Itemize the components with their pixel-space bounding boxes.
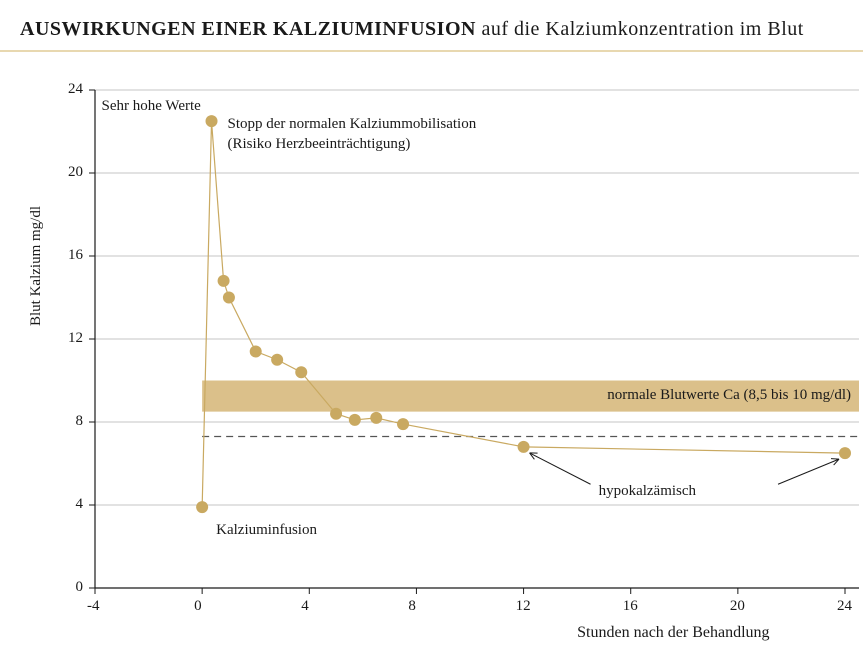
- chart-svg: [0, 66, 863, 661]
- x-tick-label: 20: [730, 598, 745, 615]
- annotation-infusion: Kalziuminfusion: [216, 521, 317, 541]
- y-tick-label: 24: [68, 81, 83, 98]
- normal-band-label: normale Blutwerte Ca (8,5 bis 10 mg/dl): [607, 387, 851, 404]
- annotation-stopp-line2: (Risiko Herzbeeinträchtigung): [228, 136, 411, 152]
- x-tick-label: 16: [623, 598, 638, 615]
- chart-title-rest: auf die Kalziumkonzentration im Blut: [476, 18, 804, 40]
- x-tick-label: 8: [408, 598, 416, 615]
- y-tick-label: 0: [76, 579, 84, 596]
- annotation-stopp-line1: Stopp der normalen Kalziummobilisation: [228, 116, 477, 132]
- title-rule: [0, 50, 863, 52]
- x-tick-label: -4: [87, 598, 100, 615]
- x-tick-label: 12: [516, 598, 531, 615]
- y-tick-label: 12: [68, 330, 83, 347]
- annotation-sehr-hohe: Sehr hohe Werte: [102, 97, 201, 117]
- y-tick-label: 4: [76, 496, 84, 513]
- calcium-chart: Blut Kalzium mg/dl Stunden nach der Beha…: [0, 66, 863, 661]
- y-tick-label: 20: [68, 164, 83, 181]
- annotation-hypokalzaemisch: hypokalzämisch: [599, 482, 696, 502]
- x-tick-label: 4: [301, 598, 309, 615]
- x-tick-label: 0: [194, 598, 202, 615]
- y-tick-label: 16: [68, 247, 83, 264]
- x-axis-label: Stunden nach der Behandlung: [577, 624, 769, 642]
- chart-title: AUSWIRKUNGEN EINER KALZIUMINFUSION auf d…: [20, 18, 804, 41]
- annotation-stopp: Stopp der normalen Kalziummobilisation (…: [228, 115, 477, 154]
- y-tick-label: 8: [76, 413, 84, 430]
- chart-title-bold: AUSWIRKUNGEN EINER KALZIUMINFUSION: [20, 18, 476, 40]
- x-tick-label: 24: [837, 598, 852, 615]
- y-axis-label: Blut Kalzium mg/dl: [28, 206, 45, 326]
